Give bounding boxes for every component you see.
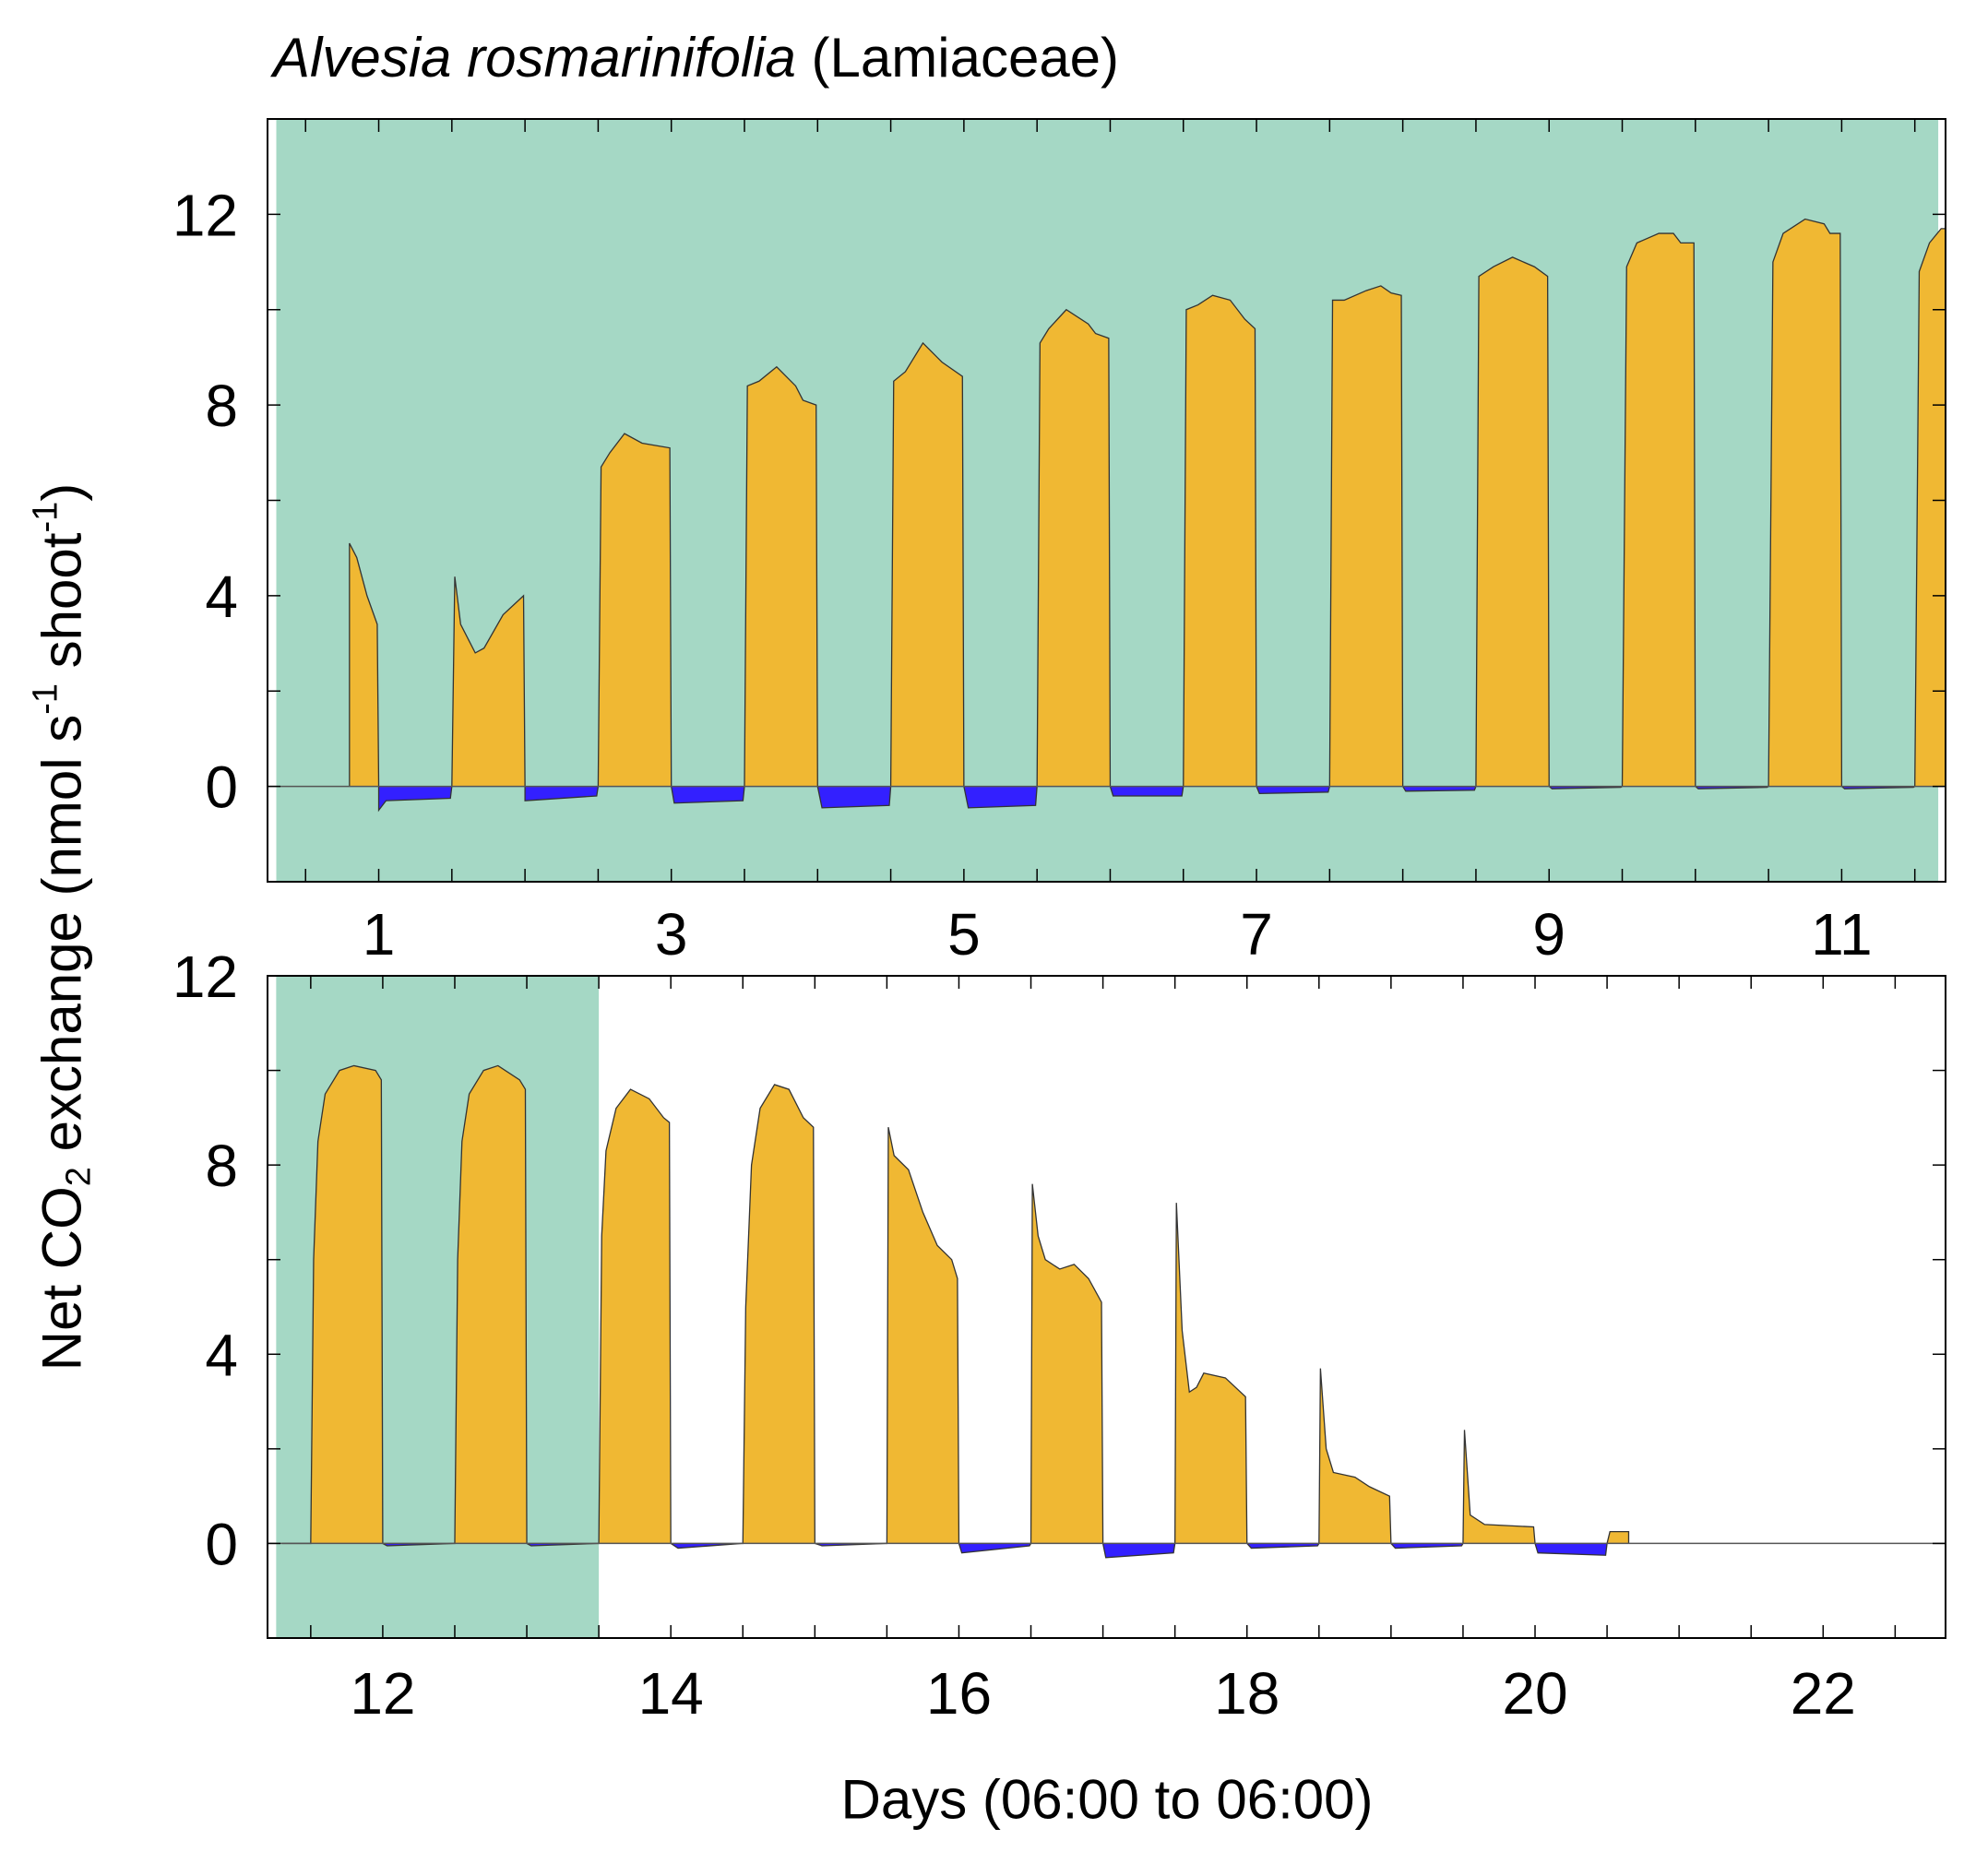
x-tick-label: 18: [1214, 1660, 1280, 1727]
species-name: Alvesia rosmarinifolia: [273, 27, 796, 89]
x-tick-label: 1: [363, 901, 396, 968]
y-label-superscript: -1: [26, 501, 65, 533]
y-tick-label: 12: [173, 182, 238, 248]
y-label-superscript: -1: [26, 683, 65, 715]
y-tick-label: 12: [173, 944, 238, 1010]
y-tick-label: 0: [205, 754, 238, 821]
y-label-part: ): [30, 482, 93, 502]
x-tick-label: 3: [655, 901, 688, 968]
y-label-subscript: 2: [59, 1167, 99, 1187]
x-tick-label: 14: [638, 1660, 704, 1727]
data-line: [281, 1064, 1630, 1559]
panel-top: 1 3 5 7 9 11 0 4 8 12: [173, 118, 1946, 968]
y-label-part: exchange (nmol s: [30, 714, 93, 1168]
x-tick-label: 20: [1502, 1660, 1567, 1727]
x-tick-label: 11: [1811, 901, 1872, 968]
x-tick-label: 5: [947, 901, 981, 968]
release-area: [349, 786, 1946, 811]
y-label-part: Net CO: [30, 1186, 93, 1371]
y-tick-label: 8: [205, 373, 238, 439]
x-tick-label: 22: [1791, 1660, 1856, 1727]
x-axis-label: Days (06:00 to 06:00): [840, 1768, 1374, 1831]
family-name: (Lamiaceae): [811, 27, 1120, 89]
x-tick-label: 16: [926, 1660, 992, 1727]
x-tick-label: 12: [350, 1660, 415, 1727]
y-axis-label: Net CO2 exchange (nmol s-1 shoot-1): [27, 483, 100, 1371]
chart-title: Alvesia rosmarinifolia (Lamiaceae): [273, 26, 1119, 89]
uptake-area: [349, 219, 1946, 787]
uptake-area: [281, 1065, 1629, 1544]
y-tick-label: 8: [205, 1133, 238, 1199]
data-line: [349, 218, 1946, 813]
y-label-part: shoot: [30, 532, 93, 683]
plot-frame: [267, 975, 1946, 1639]
y-tick-label: 4: [205, 1322, 238, 1388]
y-tick-label: 0: [205, 1511, 238, 1577]
x-tick-label: 9: [1532, 901, 1565, 968]
x-tick-label: 7: [1240, 901, 1273, 968]
panel-bottom: 12 14 16 18 20 22 0 4 8 12: [173, 944, 1946, 1727]
y-tick-label: 4: [205, 564, 238, 630]
